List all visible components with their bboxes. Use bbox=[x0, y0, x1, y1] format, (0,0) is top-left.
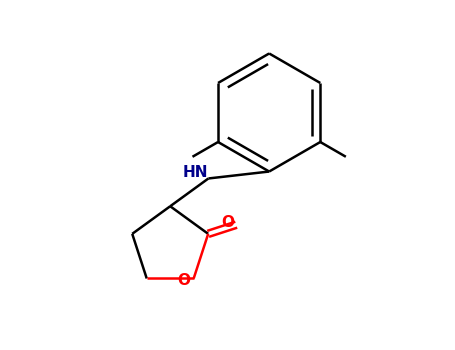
Text: O: O bbox=[221, 216, 234, 231]
Text: HN: HN bbox=[182, 165, 208, 180]
Text: O: O bbox=[177, 273, 190, 288]
